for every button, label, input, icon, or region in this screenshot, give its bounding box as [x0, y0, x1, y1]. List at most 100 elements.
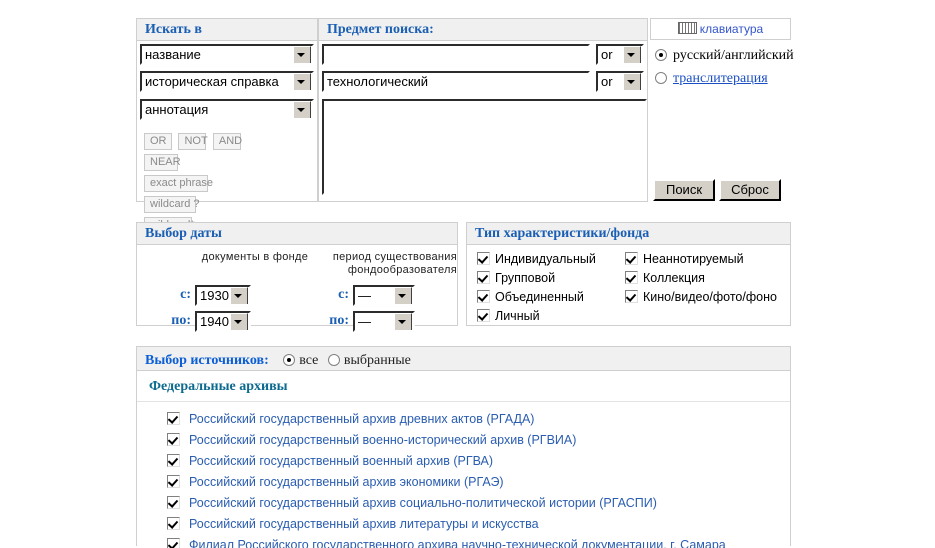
type-checkbox-personal[interactable]: Личный [477, 309, 540, 323]
checkbox-icon[interactable] [477, 309, 490, 322]
checkbox-icon[interactable] [167, 517, 180, 530]
list-item[interactable]: Российский государственный военно-истори… [137, 430, 790, 451]
chevron-down-icon[interactable] [623, 46, 641, 63]
type-checkbox-group[interactable]: Групповой [477, 271, 555, 285]
chevron-down-icon[interactable] [394, 313, 412, 330]
subject-input-2[interactable]: технологический [322, 71, 590, 92]
chevron-down-icon[interactable] [623, 73, 641, 90]
joiner-select-2[interactable]: or [596, 71, 644, 92]
checkbox-icon[interactable] [167, 538, 180, 548]
subject-input-1[interactable] [322, 44, 590, 65]
sources-scope-selected-label: выбранные [343, 353, 411, 368]
language-label-ru-en: русский/английский [673, 48, 794, 63]
documents-from-value: 1930 [200, 287, 229, 303]
chevron-down-icon[interactable] [394, 287, 412, 304]
language-options: русский/английский транслитерация [655, 48, 805, 94]
list-item[interactable]: Российский государственный военный архив… [137, 451, 790, 472]
list-item[interactable]: Российский государственный архив социаль… [137, 493, 790, 514]
keyboard-header[interactable]: клавиатура [651, 19, 790, 38]
list-item[interactable]: Российский государственный архив литерат… [137, 514, 790, 535]
source-link-rgantd-samara[interactable]: Филиал Российского государственного архи… [189, 537, 726, 548]
radio-ru-en[interactable] [655, 49, 667, 61]
search-in-title: Искать в [137, 19, 317, 41]
operator-not-button[interactable]: NOT [178, 133, 208, 150]
radio-selected[interactable] [327, 354, 340, 366]
date-col-founder-label-line1: период существования [332, 251, 457, 263]
checkbox-icon[interactable] [625, 271, 638, 284]
type-checkbox-united[interactable]: Объединенный [477, 290, 584, 304]
search-field-select-3[interactable]: аннотация [140, 99, 314, 120]
type-checkbox-collection[interactable]: Коллекция [625, 271, 705, 285]
operator-exact-phrase-button[interactable]: exact phrase [144, 175, 213, 192]
checkbox-icon[interactable] [167, 454, 180, 467]
source-link-rgali[interactable]: Российский государственный архив литерат… [189, 516, 539, 531]
checkbox-icon[interactable] [167, 412, 180, 425]
sources-scope-all[interactable]: все [283, 353, 322, 368]
language-option-ru-en[interactable]: русский/английский [655, 48, 805, 64]
subject-textarea[interactable] [322, 99, 647, 195]
chevron-down-icon[interactable] [293, 73, 311, 90]
documents-to-select[interactable]: 1940 [195, 311, 251, 332]
founder-from-select[interactable]: — [353, 285, 415, 306]
source-link-rgada[interactable]: Российский государственный архив древних… [189, 411, 535, 426]
type-checkbox-unannotated[interactable]: Неаннотируемый [625, 252, 744, 266]
founder-to-label: по: [329, 313, 349, 328]
search-field-value-2: историческая справка [145, 73, 279, 89]
checkbox-icon[interactable] [477, 271, 490, 284]
search-field-select-1[interactable]: название [140, 44, 314, 65]
joiner-select-1[interactable]: or [596, 44, 644, 65]
reset-button[interactable]: Сброс [719, 179, 781, 201]
checkbox-icon[interactable] [625, 252, 638, 265]
documents-from-select[interactable]: 1930 [195, 285, 251, 306]
sources-scope-selected[interactable]: выбранные [327, 353, 411, 368]
documents-to-value: 1940 [200, 313, 229, 329]
type-checkbox-media[interactable]: Кино/видео/фото/фоно [625, 290, 777, 304]
chevron-down-icon[interactable] [293, 46, 311, 63]
checkbox-icon[interactable] [167, 496, 180, 509]
source-link-rgva[interactable]: Российский государственный военный архив… [189, 453, 494, 468]
sources-header: Выбор источников: все выбранные [137, 347, 790, 371]
checkbox-icon[interactable] [167, 433, 180, 446]
founder-to-value: — [358, 313, 371, 329]
list-item[interactable]: Российский государственный архив древних… [137, 409, 790, 430]
type-label-united: Объединенный [495, 290, 584, 304]
operator-and-button[interactable]: AND [212, 133, 242, 150]
type-title: Тип характеристики/фонда [467, 223, 790, 245]
operator-wildcard-q-button[interactable]: wildcard ? [144, 196, 200, 213]
type-checkbox-individual[interactable]: Индивидуальный [477, 252, 596, 266]
language-option-translit[interactable]: транслитерация [655, 71, 805, 87]
keyboard-panel: клавиатура [650, 18, 791, 40]
operator-buttons: OR NOT AND NEAR exact phrase wildcard ? … [140, 128, 250, 237]
source-link-rgaspi[interactable]: Российский государственный архив социаль… [189, 495, 657, 510]
search-button[interactable]: Поиск [653, 179, 715, 201]
checkbox-icon[interactable] [477, 290, 490, 303]
operator-near-button[interactable]: NEAR [144, 154, 181, 171]
search-field-select-2[interactable]: историческая справка [140, 71, 314, 92]
checkbox-icon[interactable] [477, 252, 490, 265]
founder-to-select[interactable]: — [353, 311, 415, 332]
language-label-translit[interactable]: транслитерация [673, 71, 768, 86]
chevron-down-icon[interactable] [230, 287, 248, 304]
date-panel: Выбор даты документы в фонде период суще… [136, 222, 458, 332]
keyboard-icon [677, 22, 697, 34]
type-label-media: Кино/видео/фото/фоно [643, 290, 777, 304]
source-link-rgae[interactable]: Российский государственный архив экономи… [189, 474, 504, 489]
list-item[interactable]: Филиал Российского государственного архи… [137, 535, 790, 548]
list-item[interactable]: Российский государственный архив экономи… [137, 472, 790, 493]
radio-all[interactable] [283, 354, 296, 366]
radio-translit[interactable] [655, 72, 667, 84]
operator-or-button[interactable]: OR [144, 133, 172, 150]
source-link-rgvia[interactable]: Российский государственный военно-истори… [189, 432, 577, 447]
chevron-down-icon[interactable] [230, 313, 248, 330]
sources-scope-all-label: все [299, 353, 319, 368]
checkbox-icon[interactable] [625, 290, 638, 303]
joiner-value-2: or [601, 73, 613, 89]
documents-to-label: по: [171, 313, 191, 328]
chevron-down-icon[interactable] [293, 101, 311, 118]
checkbox-icon[interactable] [167, 475, 180, 488]
date-col-documents-label: документы в фонде [201, 251, 309, 263]
type-label-unannotated: Неаннотируемый [643, 252, 744, 266]
date-title: Выбор даты [137, 223, 457, 245]
documents-from-label: с: [180, 287, 191, 302]
